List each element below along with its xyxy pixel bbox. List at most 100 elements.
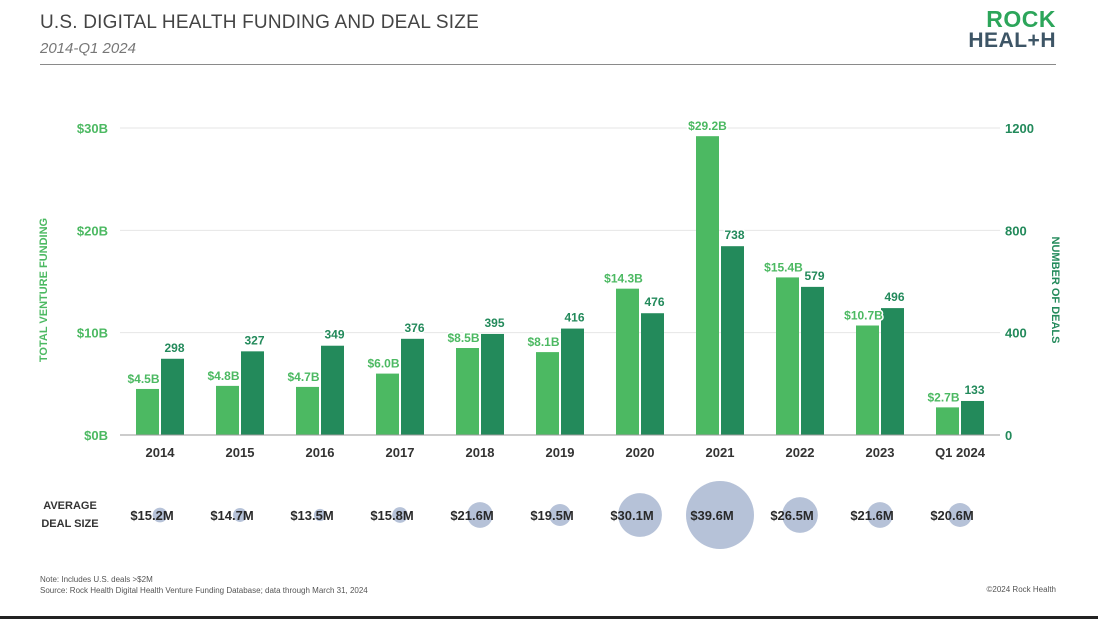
right-axis-title: NUMBER OF DEALS <box>1049 237 1061 344</box>
funding-value-label: $8.1B <box>527 335 559 349</box>
logo-line-rock: ROCK <box>986 6 1056 32</box>
source-note: Source: Rock Health Digital Health Ventu… <box>40 586 368 595</box>
funding-bar <box>536 352 559 435</box>
deals-bar <box>721 246 744 435</box>
deals-bar <box>241 351 264 435</box>
funding-bar <box>216 385 239 435</box>
deal-size-label: $13.5M <box>290 508 333 523</box>
chart-title: U.S. DIGITAL HEALTH FUNDING AND DEAL SIZ… <box>40 12 479 33</box>
x-tick-label: 2018 <box>466 445 495 460</box>
copyright: ©2024 Rock Health <box>986 585 1057 594</box>
deal-size-label: $21.6M <box>850 508 893 523</box>
deals-value-label: 298 <box>164 341 184 355</box>
x-tick-label: 2017 <box>386 445 415 460</box>
x-tick-label: 2015 <box>226 445 255 460</box>
funding-bar <box>776 277 799 435</box>
deals-bar <box>321 345 344 435</box>
footnote: Note: Includes U.S. deals >$2M <box>40 575 153 584</box>
funding-chart: $0B $10B $20B $30B 0 400 800 1200 TOTAL VENTURE … <box>38 118 1061 549</box>
funding-bar <box>376 373 399 435</box>
deals-value-label: 579 <box>804 269 824 283</box>
deals-value-label: 133 <box>964 383 984 397</box>
deal-size-bubble <box>782 497 818 533</box>
deal-size-bubble <box>867 502 893 528</box>
right-tick-label: 0 <box>1005 428 1012 443</box>
funding-bar <box>296 386 319 435</box>
funding-bar <box>136 388 159 435</box>
deal-size-bubble <box>686 481 754 549</box>
deals-value-label: 349 <box>324 328 344 342</box>
deals-value-label: 496 <box>884 290 904 304</box>
deal-size-label: $26.5M <box>770 508 813 523</box>
funding-value-label: $6.0B <box>367 357 399 371</box>
deal-size-label: $30.1M <box>610 508 653 523</box>
x-tick-label: Q1 2024 <box>935 445 986 460</box>
funding-value-label: $4.5B <box>127 372 159 386</box>
left-tick-label: $30B <box>77 121 108 136</box>
avg-deal-size-label: AVERAGE <box>43 500 97 512</box>
left-tick-label: $0B <box>84 428 108 443</box>
x-tick-label: 2020 <box>626 445 655 460</box>
deal-size-label: $15.2M <box>130 508 173 523</box>
funding-bar <box>856 325 879 435</box>
funding-value-label: $15.4B <box>764 260 803 274</box>
deals-value-label: 416 <box>564 311 584 325</box>
funding-value-label: $4.8B <box>207 369 239 383</box>
funding-bar <box>696 136 719 436</box>
left-tick-label: $20B <box>77 223 108 238</box>
deal-size-bubble <box>392 507 408 523</box>
avg-deal-size-label: DEAL SIZE <box>41 518 98 530</box>
x-tick-label: 2023 <box>866 445 895 460</box>
deals-bar <box>961 400 984 435</box>
deal-size-bubble <box>618 493 662 537</box>
rock-health-logo: ROCK HEAL+H <box>968 8 1056 52</box>
x-tick-label: 2019 <box>546 445 575 460</box>
deals-bar <box>561 328 584 435</box>
deals-bar <box>881 308 904 435</box>
deal-size-label: $14.7M <box>210 508 253 523</box>
funding-value-label: $10.7B <box>844 309 883 323</box>
right-tick-label: 1200 <box>1005 121 1034 136</box>
funding-bar <box>456 348 479 435</box>
deal-size-label: $39.6M <box>690 508 733 523</box>
deal-size-label: $15.8M <box>370 508 413 523</box>
x-tick-label: 2022 <box>786 445 815 460</box>
x-tick-label: 2021 <box>706 445 735 460</box>
x-tick-label: 2016 <box>306 445 335 460</box>
deal-size-label: $20.6M <box>930 508 973 523</box>
header-divider <box>40 64 1056 65</box>
deals-bar <box>801 286 824 435</box>
funding-value-label: $29.2B <box>688 119 727 133</box>
x-tick-label: 2014 <box>146 445 176 460</box>
logo-line-health: HEAL+H <box>968 29 1056 52</box>
deal-size-label: $19.5M <box>530 508 573 523</box>
chart-subtitle: 2014-Q1 2024 <box>40 40 136 57</box>
funding-value-label: $14.3B <box>604 272 643 286</box>
funding-value-label: $2.7B <box>927 390 959 404</box>
right-tick-label: 800 <box>1005 223 1027 238</box>
right-tick-label: 400 <box>1005 326 1027 341</box>
deal-size-bubble <box>313 508 327 522</box>
bottom-border <box>0 616 1098 619</box>
deals-value-label: 476 <box>644 295 664 309</box>
deals-value-label: 327 <box>244 333 264 347</box>
deal-size-bubble <box>152 507 168 523</box>
left-axis-title: TOTAL VENTURE FUNDING <box>38 218 50 362</box>
funding-bar <box>616 288 639 435</box>
deals-value-label: 738 <box>724 228 744 242</box>
deals-bar <box>161 358 184 435</box>
funding-value-label: $8.5B <box>447 331 479 345</box>
deals-value-label: 395 <box>484 316 504 330</box>
deals-bar <box>401 338 424 435</box>
deal-size-bubble <box>233 508 247 522</box>
deal-size-bubble <box>467 502 493 528</box>
deal-size-label: $21.6M <box>450 508 493 523</box>
left-tick-label: $10B <box>77 326 108 341</box>
deal-size-bubble <box>549 504 571 526</box>
funding-value-label: $4.7B <box>287 370 319 384</box>
deal-size-bubble <box>948 503 972 527</box>
deals-value-label: 376 <box>404 321 424 335</box>
deals-bar <box>641 313 664 435</box>
deals-bar <box>481 333 504 435</box>
funding-bar <box>936 407 959 435</box>
